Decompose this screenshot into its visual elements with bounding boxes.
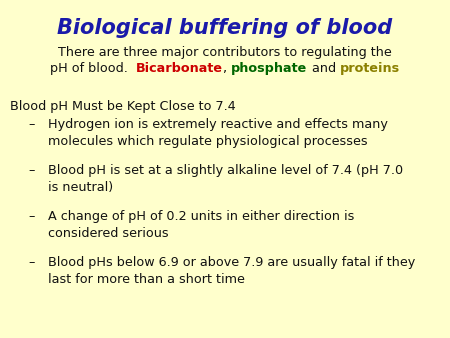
Text: and: and (307, 62, 340, 75)
Text: A change of pH of 0.2 units in either direction is
considered serious: A change of pH of 0.2 units in either di… (48, 210, 355, 240)
Text: –: – (28, 210, 34, 223)
Text: Hydrogen ion is extremely reactive and effects many
molecules which regulate phy: Hydrogen ion is extremely reactive and e… (48, 118, 388, 148)
Text: Blood pH Must be Kept Close to 7.4: Blood pH Must be Kept Close to 7.4 (10, 100, 236, 113)
Text: –: – (28, 118, 34, 131)
Text: –: – (28, 164, 34, 177)
Text: Bicarbonate: Bicarbonate (136, 62, 223, 75)
Text: proteins: proteins (340, 62, 400, 75)
Text: There are three major contributors to regulating the: There are three major contributors to re… (58, 46, 392, 59)
Text: Blood pHs below 6.9 or above 7.9 are usually fatal if they
last for more than a : Blood pHs below 6.9 or above 7.9 are usu… (48, 256, 415, 286)
Text: phosphate: phosphate (231, 62, 307, 75)
Text: pH of blood.: pH of blood. (50, 62, 136, 75)
Text: –: – (28, 256, 34, 269)
Text: Blood pH is set at a slightly alkaline level of 7.4 (pH 7.0
is neutral): Blood pH is set at a slightly alkaline l… (48, 164, 403, 194)
Text: Biological buffering of blood: Biological buffering of blood (58, 18, 392, 38)
Text: ,: , (223, 62, 231, 75)
